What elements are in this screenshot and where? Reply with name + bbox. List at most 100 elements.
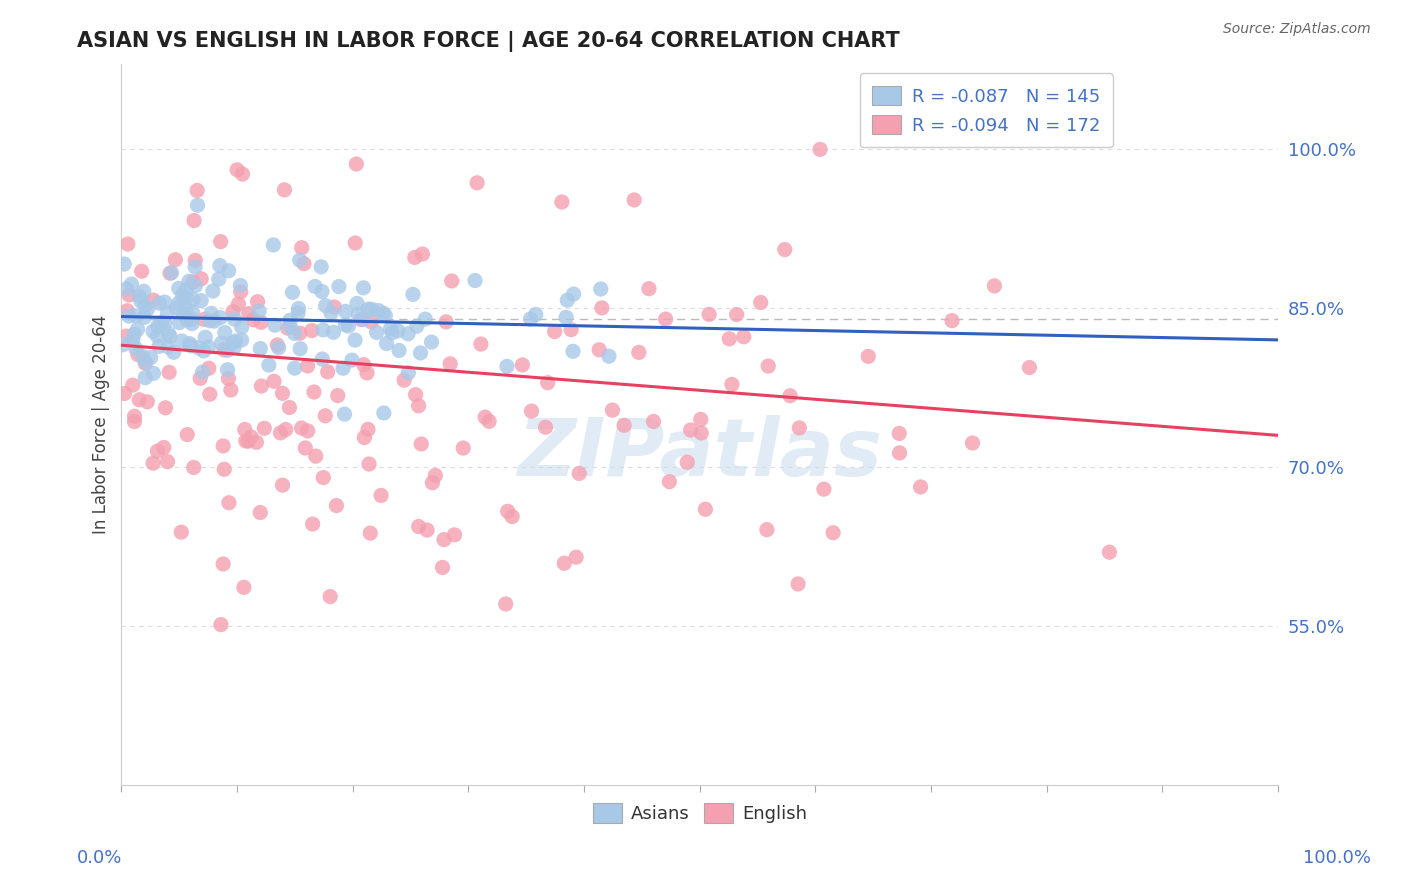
- Point: [180, 312, 202, 326]
- Point: [134, 299, 156, 313]
- Point: [112, 257, 135, 271]
- Point: [288, 253, 311, 268]
- Point: [198, 361, 221, 376]
- Point: [598, 349, 620, 363]
- Point: [520, 404, 543, 418]
- Point: [184, 260, 207, 274]
- Point: [381, 326, 404, 340]
- Point: [733, 330, 755, 344]
- Point: [131, 350, 153, 364]
- Point: [353, 358, 375, 372]
- Point: [229, 285, 252, 299]
- Point: [229, 278, 252, 293]
- Point: [157, 365, 180, 379]
- Point: [439, 357, 461, 371]
- Point: [142, 293, 165, 307]
- Point: [157, 340, 180, 354]
- Point: [214, 326, 236, 340]
- Point: [142, 367, 165, 381]
- Point: [1098, 545, 1121, 559]
- Point: [352, 281, 374, 295]
- Point: [219, 383, 242, 397]
- Point: [181, 317, 204, 331]
- Point: [174, 301, 197, 316]
- Point: [340, 353, 363, 368]
- Point: [208, 259, 231, 273]
- Point: [787, 577, 810, 591]
- Point: [305, 449, 328, 463]
- Point: [181, 305, 204, 319]
- Point: [962, 436, 984, 450]
- Point: [654, 312, 676, 326]
- Point: [127, 347, 149, 361]
- Point: [408, 519, 430, 533]
- Point: [150, 316, 173, 330]
- Point: [344, 157, 367, 171]
- Point: [209, 310, 232, 325]
- Point: [779, 389, 801, 403]
- Point: [420, 335, 443, 350]
- Point: [191, 365, 214, 379]
- Point: [170, 525, 193, 540]
- Point: [117, 237, 139, 252]
- Point: [333, 407, 356, 421]
- Point: [312, 470, 335, 484]
- Point: [111, 338, 134, 352]
- Point: [287, 301, 309, 316]
- Point: [689, 412, 711, 426]
- Point: [388, 343, 411, 358]
- Point: [128, 289, 150, 303]
- Point: [181, 293, 204, 307]
- Point: [370, 488, 392, 502]
- Point: [697, 307, 720, 321]
- Point: [676, 455, 699, 469]
- Point: [512, 358, 534, 372]
- Point: [301, 517, 323, 532]
- Point: [271, 386, 294, 401]
- Point: [537, 376, 560, 390]
- Point: [202, 314, 225, 328]
- Point: [557, 293, 579, 308]
- Point: [411, 247, 433, 261]
- Point: [273, 183, 295, 197]
- Point: [124, 327, 146, 342]
- Point: [136, 301, 159, 316]
- Point: [226, 162, 249, 177]
- Point: [451, 441, 474, 455]
- Point: [297, 424, 319, 438]
- Point: [465, 176, 488, 190]
- Point: [186, 198, 208, 212]
- Point: [209, 617, 232, 632]
- Point: [159, 329, 181, 343]
- Text: 100.0%: 100.0%: [1303, 849, 1371, 867]
- Point: [212, 343, 235, 357]
- Point: [235, 434, 257, 448]
- Point: [257, 358, 280, 372]
- Point: [114, 386, 136, 401]
- Point: [160, 266, 183, 280]
- Point: [311, 352, 333, 367]
- Point: [124, 409, 146, 424]
- Point: [250, 315, 273, 329]
- Point: [350, 312, 373, 326]
- Point: [591, 301, 613, 315]
- Point: [155, 401, 177, 415]
- Point: [602, 403, 624, 417]
- Point: [367, 303, 389, 318]
- Point: [198, 387, 221, 401]
- Point: [496, 359, 519, 374]
- Point: [422, 475, 444, 490]
- Point: [115, 282, 138, 296]
- Point: [387, 324, 409, 338]
- Point: [808, 142, 831, 156]
- Point: [121, 378, 143, 392]
- Point: [789, 421, 811, 435]
- Point: [238, 307, 260, 321]
- Point: [211, 336, 233, 351]
- Point: [346, 296, 368, 310]
- Point: [288, 342, 311, 356]
- Point: [643, 414, 665, 428]
- Point: [172, 288, 194, 302]
- Point: [560, 323, 582, 337]
- Point: [225, 334, 247, 348]
